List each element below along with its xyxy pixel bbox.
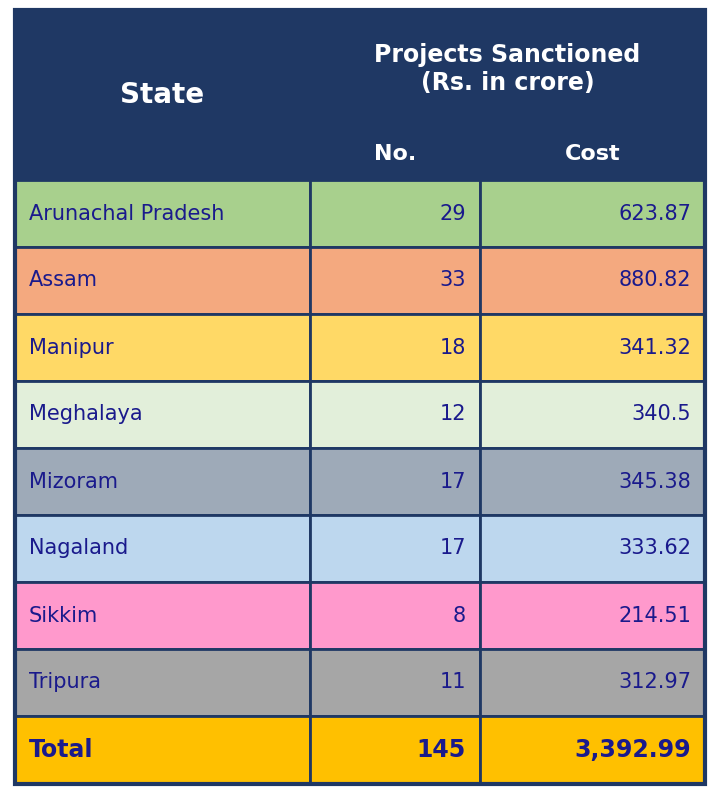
Text: No.: No. xyxy=(374,144,416,164)
Bar xyxy=(310,128,480,180)
Bar xyxy=(480,448,705,515)
Bar xyxy=(310,649,480,716)
Bar xyxy=(15,314,310,381)
Bar xyxy=(15,649,310,716)
Bar xyxy=(15,381,310,448)
Text: 12: 12 xyxy=(439,405,466,425)
Text: 17: 17 xyxy=(439,538,466,558)
Text: 345.38: 345.38 xyxy=(618,472,691,492)
Text: 8: 8 xyxy=(453,606,466,626)
Text: 11: 11 xyxy=(439,673,466,693)
Text: 145: 145 xyxy=(417,738,466,762)
Text: 29: 29 xyxy=(439,203,466,223)
Text: 17: 17 xyxy=(439,472,466,492)
Bar xyxy=(310,582,480,649)
Bar xyxy=(15,247,310,314)
Bar xyxy=(15,448,310,515)
Bar xyxy=(310,716,480,784)
Bar xyxy=(310,180,480,247)
Text: State: State xyxy=(120,81,204,109)
Bar xyxy=(480,381,705,448)
Text: Projects Sanctioned
(Rs. in crore): Projects Sanctioned (Rs. in crore) xyxy=(374,43,641,95)
Bar xyxy=(310,10,705,128)
Bar xyxy=(480,582,705,649)
Bar xyxy=(310,448,480,515)
Text: 623.87: 623.87 xyxy=(618,203,691,223)
Text: Tripura: Tripura xyxy=(29,673,101,693)
Bar xyxy=(480,180,705,247)
Bar xyxy=(310,314,480,381)
Text: Assam: Assam xyxy=(29,271,98,291)
Bar xyxy=(480,515,705,582)
Text: 341.32: 341.32 xyxy=(618,337,691,357)
Text: 340.5: 340.5 xyxy=(631,405,691,425)
Bar xyxy=(15,716,310,784)
Text: Meghalaya: Meghalaya xyxy=(29,405,143,425)
Text: 880.82: 880.82 xyxy=(618,271,691,291)
Bar xyxy=(480,649,705,716)
Text: 33: 33 xyxy=(439,271,466,291)
Bar xyxy=(310,381,480,448)
Bar xyxy=(15,180,310,247)
Text: Arunachal Pradesh: Arunachal Pradesh xyxy=(29,203,225,223)
Text: 333.62: 333.62 xyxy=(618,538,691,558)
Text: 312.97: 312.97 xyxy=(618,673,691,693)
Text: Sikkim: Sikkim xyxy=(29,606,98,626)
Bar xyxy=(480,314,705,381)
Text: 18: 18 xyxy=(440,337,466,357)
Bar xyxy=(480,716,705,784)
Text: Mizoram: Mizoram xyxy=(29,472,118,492)
Bar xyxy=(480,128,705,180)
Text: Total: Total xyxy=(29,738,94,762)
Text: 3,392.99: 3,392.99 xyxy=(575,738,691,762)
Bar xyxy=(480,247,705,314)
Bar xyxy=(15,582,310,649)
Text: Manipur: Manipur xyxy=(29,337,114,357)
Text: Cost: Cost xyxy=(564,144,621,164)
Text: Nagaland: Nagaland xyxy=(29,538,128,558)
Bar xyxy=(310,515,480,582)
Text: 214.51: 214.51 xyxy=(618,606,691,626)
Bar xyxy=(15,515,310,582)
Bar xyxy=(310,247,480,314)
Bar xyxy=(15,10,310,180)
